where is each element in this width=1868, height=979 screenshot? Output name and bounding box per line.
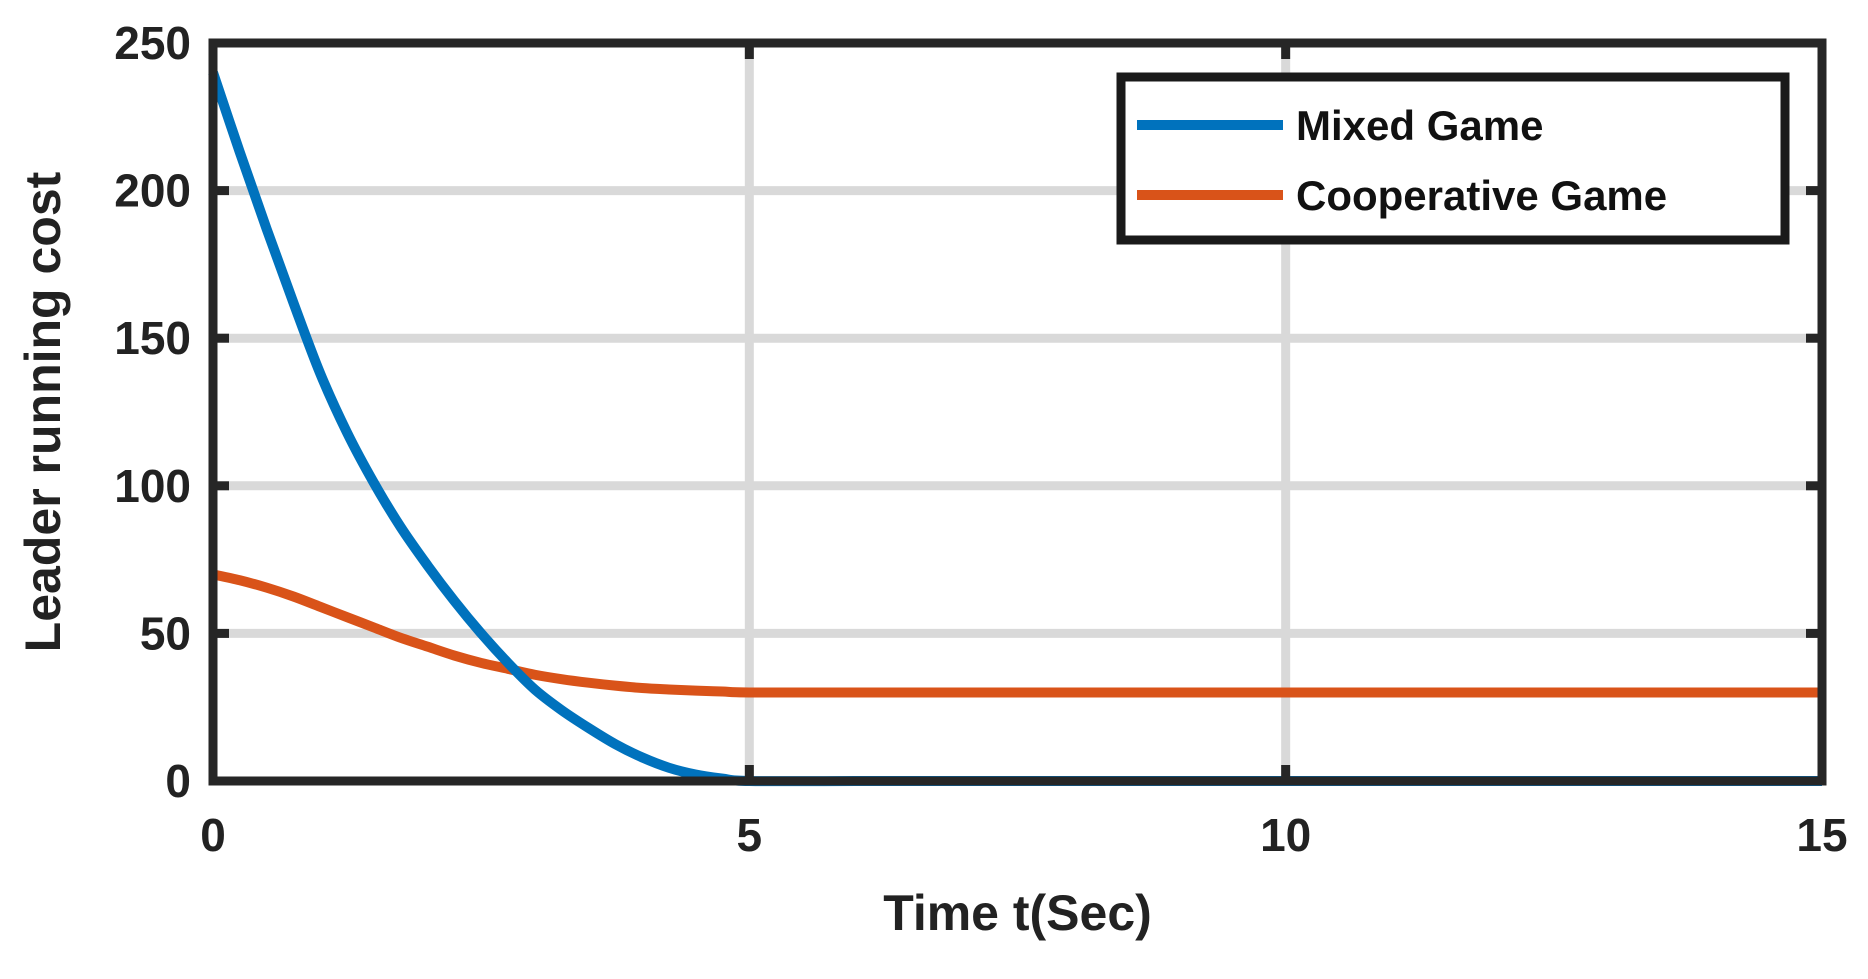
plot-frame — [208, 38, 1827, 786]
legend: Mixed Game Cooperative Game — [1116, 72, 1790, 245]
legend-label-cooperative-game: Cooperative Game — [1296, 172, 1667, 219]
y-axis-label: Leader running cost — [15, 171, 71, 652]
x-axis-label: Time t(Sec) — [883, 885, 1152, 941]
y-tick-labels: 0 50 100 150 200 250 — [114, 17, 191, 807]
x-tick-label: 15 — [1796, 809, 1847, 861]
y-tick-label: 200 — [114, 165, 191, 217]
y-tick-label: 50 — [140, 607, 191, 659]
y-tick-label: 250 — [114, 17, 191, 69]
x-tick-label: 10 — [1260, 809, 1311, 861]
tick-marks — [208, 38, 1827, 786]
series-line-cooperative-game — [211, 569, 1822, 698]
y-tick-label: 0 — [165, 755, 191, 807]
legend-label-mixed-game: Mixed Game — [1296, 102, 1543, 149]
legend-box — [1116, 72, 1790, 245]
y-tick-label: 150 — [114, 312, 191, 364]
y-tick-label: 100 — [114, 460, 191, 512]
x-tick-label: 0 — [200, 809, 226, 861]
x-tick-label: 5 — [737, 809, 763, 861]
x-tick-labels: 0 5 10 15 — [200, 809, 1847, 861]
